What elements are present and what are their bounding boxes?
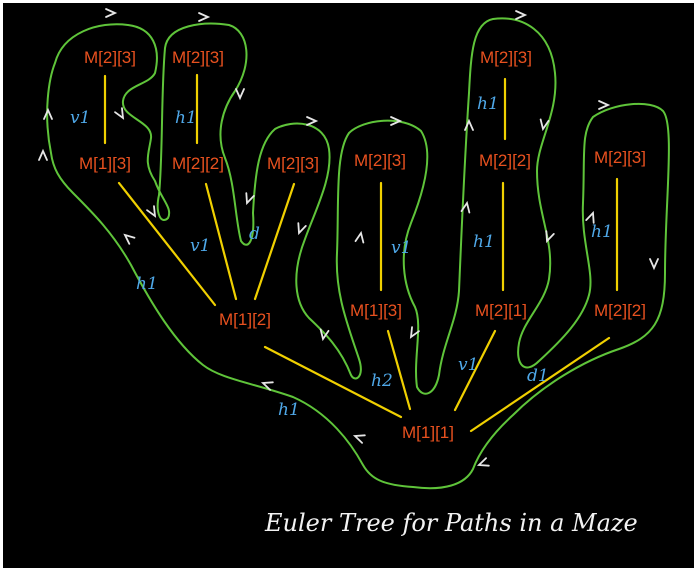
tree-node-d: M[2][2] <box>594 301 646 320</box>
tree-node-b: M[1][3] <box>350 301 402 320</box>
tree-node-c1: M[2][2] <box>479 151 531 170</box>
tree-node-a1c: M[2][3] <box>84 48 136 67</box>
tree-edge-a-a1 <box>117 181 217 307</box>
traversal-arrow-19 <box>545 230 555 244</box>
edge-label-d-dc: h1 <box>591 222 613 242</box>
traversal-arrow-24 <box>476 457 490 467</box>
traversal-arrow-4 <box>515 10 528 20</box>
traversal-arrow-12 <box>297 222 307 236</box>
tree-node-a3: M[2][3] <box>267 154 319 173</box>
tree-node-dc: M[2][3] <box>594 148 646 167</box>
edge-label-a-a3: d <box>249 224 260 244</box>
traversal-arrows <box>38 8 659 467</box>
tree-edge-a-a2 <box>204 182 238 301</box>
tree-node-a2: M[2][2] <box>172 154 224 173</box>
edge-label-root_left: h1 <box>278 400 300 420</box>
edge-label-root-c: v1 <box>458 355 478 375</box>
tree-edge-root-c <box>453 329 497 412</box>
traversal-arrow-11 <box>245 192 255 206</box>
euler-tour-contour <box>46 17 670 490</box>
tree-edge-a-a3 <box>253 182 296 301</box>
traversal-arrow-0 <box>105 8 118 18</box>
tree-nodes: M[1][1] M[1][2] M[1][3] M[2][3] M[2][2] M[2][… <box>79 48 646 442</box>
traversal-arrow-22 <box>260 381 274 391</box>
edge-label-c1-c1c: h1 <box>477 94 499 114</box>
traversal-arrow-7 <box>43 107 53 120</box>
edge-label-a1-a1c: v1 <box>70 108 90 128</box>
blackboard: h2 v1 d1 h1 v1 d v1 h1 v1 h1 h1 h1 h1 M[1][1] M[1][2]… <box>3 3 694 568</box>
diagram-caption: Euler Tree for Paths in a Maze <box>264 509 638 537</box>
edge-label-a2-a2c: h1 <box>175 108 197 128</box>
traversal-arrow-5 <box>598 100 611 110</box>
traversal-arrow-1 <box>198 12 211 22</box>
traversal-arrow-6 <box>38 148 48 161</box>
traversal-arrow-8 <box>114 107 125 120</box>
traversal-arrow-13 <box>319 328 330 342</box>
tree-node-bc: M[2][3] <box>354 151 406 170</box>
tree-node-a2c: M[2][3] <box>172 48 224 67</box>
euler-tree-diagram: h2 v1 d1 h1 v1 d v1 h1 v1 h1 h1 h1 h1 M[1][1] M[1][2]… <box>38 8 670 537</box>
edge-label-b-bc: v1 <box>391 238 411 258</box>
tree-edge-root-b <box>386 329 412 411</box>
traversal-arrow-25 <box>123 233 136 245</box>
traversal-arrow-16 <box>460 200 471 214</box>
traversal-arrow-17 <box>464 118 474 131</box>
tree-node-a1: M[1][3] <box>79 154 131 173</box>
contour-path <box>46 17 670 490</box>
tree-node-a: M[1][2] <box>219 310 271 329</box>
tree-edge-root-d <box>469 336 611 433</box>
traversal-arrow-20 <box>585 210 595 224</box>
traversal-arrow-10 <box>235 88 245 101</box>
traversal-arrow-14 <box>354 230 365 244</box>
tree-edges <box>103 73 619 433</box>
tree-node-root: M[1][1] <box>402 423 454 442</box>
edge-labels: h2 v1 d1 h1 v1 d v1 h1 v1 h1 h1 h1 h1 <box>70 94 613 420</box>
edge-label-c-c1: h1 <box>473 232 495 252</box>
edge-label-a-a2: v1 <box>190 236 210 256</box>
tree-edge-root-a <box>263 345 403 419</box>
tree-node-c1c: M[2][3] <box>480 48 532 67</box>
traversal-arrow-23 <box>352 434 366 444</box>
traversal-arrow-21 <box>649 258 659 271</box>
tree-node-c: M[2][1] <box>475 301 527 320</box>
edge-label-root-b: h2 <box>371 371 393 391</box>
edge-label-a-a1: h1 <box>136 274 158 294</box>
traversal-arrow-18 <box>539 118 550 132</box>
traversal-arrow-15 <box>409 326 420 339</box>
traversal-arrow-3 <box>390 116 403 126</box>
traversal-arrow-9 <box>146 205 157 218</box>
traversal-arrow-2 <box>306 116 319 126</box>
edge-label-root-d: d1 <box>527 366 549 386</box>
